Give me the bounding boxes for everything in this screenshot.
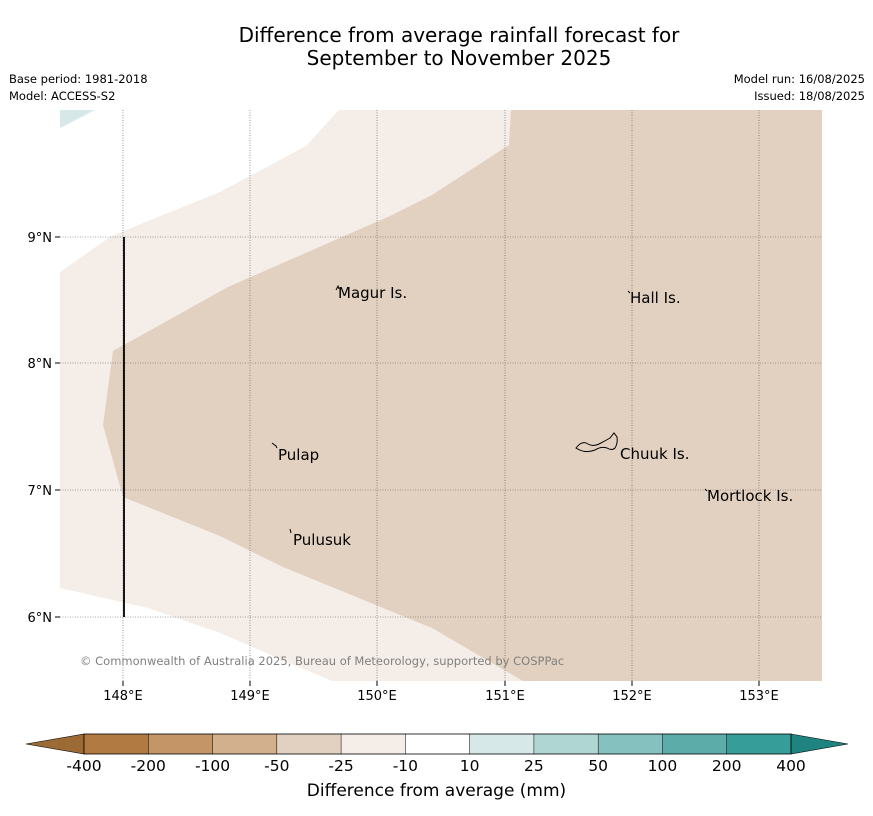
map-unshaded-left (60, 110, 339, 272)
issued-date: Issued: 18/08/2025 (754, 89, 865, 103)
map-gap-top (60, 110, 523, 681)
lon-axis: 148°E 149°E 150°E 151°E 152°E 153°E (103, 681, 779, 704)
lon-label-149e: 149°E (230, 689, 270, 704)
colorbar-segment (726, 733, 792, 755)
colorbar-segment (276, 733, 342, 755)
lat-label-8n: 8°N (28, 357, 53, 372)
colorbar-low-extension (25, 733, 85, 755)
colorbar: -400 -200 -100 -50 -25 -10 10 25 50 100 200 400 (25, 733, 849, 775)
colorbar-frame (83, 733, 792, 755)
colorbar-tick-label: 25 (524, 757, 544, 775)
colorbar-segment (212, 733, 278, 755)
island-hall (627, 290, 631, 294)
colorbar-segment (469, 733, 535, 755)
colorbar-tick-label: -50 (264, 757, 289, 775)
colorbar-segment (83, 733, 149, 755)
lon-label-151e: 151°E (485, 689, 525, 704)
lat-axis: 9°N 8°N 7°N 6°N (28, 231, 60, 626)
label-pulap: Pulap (278, 446, 319, 464)
place-labels: Magur Is. Hall Is. Pulap Chuuk Is. Mortl… (278, 284, 793, 549)
copyright-notice: © Commonwealth of Australia 2025, Bureau… (80, 654, 564, 668)
colorbar-segments (83, 733, 792, 755)
colorbar-label: Difference from average (mm) (306, 781, 567, 801)
base-period: Base period: 1981-2018 (9, 72, 148, 86)
colorbar-segment (148, 733, 214, 755)
colorbar-tick-label: 100 (648, 757, 678, 775)
colorbar-tick-label: -400 (66, 757, 101, 775)
islands (271, 284, 708, 534)
island-chuuk-reef (575, 432, 618, 453)
metadata-left: Base period: 1981-2018 Model: ACCESS-S2 (9, 71, 148, 105)
model-name: Model: ACCESS-S2 (9, 89, 116, 103)
map-teal-patch (60, 110, 95, 128)
map-unshaded-bottom (60, 588, 332, 681)
lon-label-153e: 153°E (739, 689, 779, 704)
lat-label-6n: 6°N (28, 611, 53, 626)
label-magur: Magur Is. (338, 284, 407, 302)
colorbar-high-extension (790, 733, 849, 755)
colorbar-ticks: -400 -200 -100 -50 -25 -10 10 25 50 100 200 400 (66, 757, 805, 775)
colorbar-tick-label: -25 (328, 757, 353, 775)
metadata-right: Model run: 16/08/2025 Issued: 18/08/2025 (734, 71, 865, 105)
colorbar-tick-label: -100 (195, 757, 230, 775)
colorbar-tick-label: -10 (393, 757, 418, 775)
colorbar-tick-label: 400 (776, 757, 806, 775)
colorbar-tick-label: -200 (131, 757, 166, 775)
lat-label-9n: 9°N (28, 231, 53, 246)
label-hall: Hall Is. (630, 289, 681, 307)
model-run: Model run: 16/08/2025 (733, 72, 865, 86)
colorbar-segment (662, 733, 728, 755)
island-mortlock (704, 488, 708, 492)
lon-label-148e: 148°E (103, 689, 143, 704)
label-chuuk: Chuuk Is. (620, 445, 689, 463)
gridlines (60, 110, 822, 681)
colorbar-tick-label: 200 (712, 757, 742, 775)
map-title: Difference from average rainfall forecas… (0, 24, 873, 70)
lon-label-150e: 150°E (357, 689, 397, 704)
island-magur (335, 284, 340, 291)
title-line-1: Difference from average rainfall forecas… (238, 23, 680, 47)
colorbar-segment (340, 733, 406, 755)
label-pulusuk: Pulusuk (293, 531, 351, 549)
lon-label-152e: 152°E (612, 689, 652, 704)
colorbar-segment (533, 733, 599, 755)
map-panel: Magur Is. Hall Is. Pulap Chuuk Is. Mortl… (60, 110, 822, 681)
island-pulap (271, 442, 278, 449)
colorbar-tick-label: 50 (588, 757, 608, 775)
title-line-2: September to November 2025 (306, 46, 612, 70)
colorbar-segment (597, 733, 664, 755)
label-mortlock: Mortlock Is. (707, 487, 793, 505)
lat-label-7n: 7°N (28, 484, 53, 499)
colorbar-tick-label: 10 (460, 757, 480, 775)
island-pulusuk (289, 528, 292, 534)
colorbar-segment (405, 733, 471, 755)
